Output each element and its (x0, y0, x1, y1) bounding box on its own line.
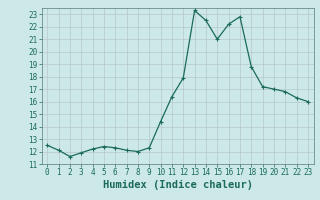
X-axis label: Humidex (Indice chaleur): Humidex (Indice chaleur) (103, 180, 252, 190)
